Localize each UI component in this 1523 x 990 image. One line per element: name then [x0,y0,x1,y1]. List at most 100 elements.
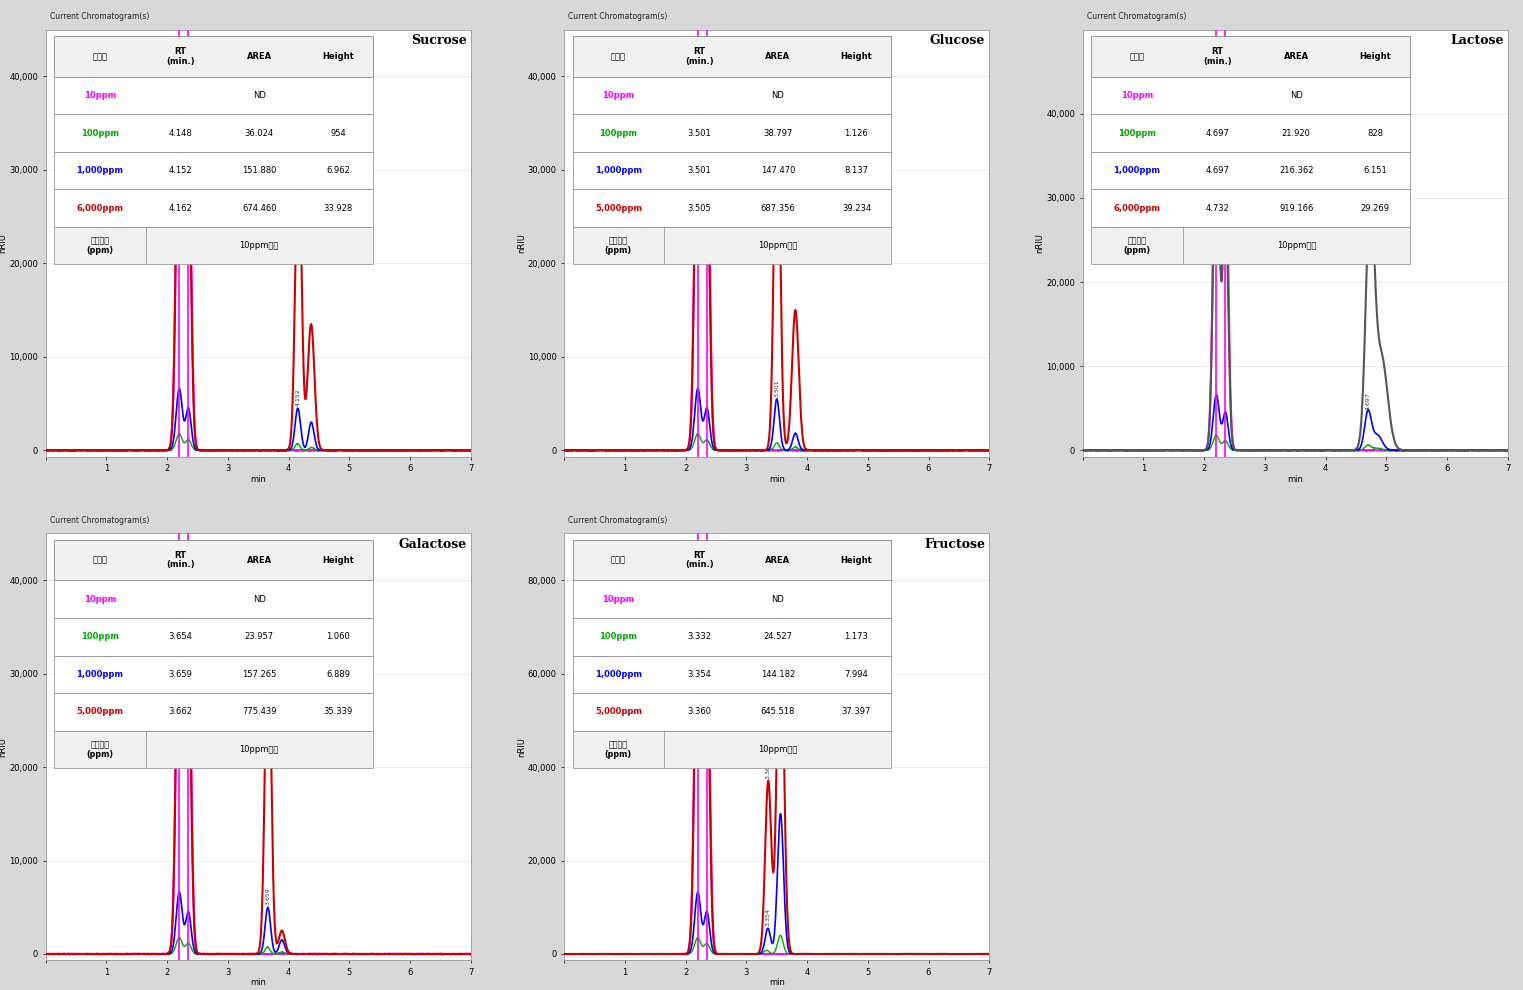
Text: 6,000ppm: 6,000ppm [76,204,123,213]
Text: AREA: AREA [247,51,271,60]
Text: 3.662: 3.662 [265,607,271,625]
Text: 6.151: 6.151 [1363,166,1387,175]
X-axis label: min: min [769,978,784,987]
Bar [55,151,373,189]
Text: 4.152: 4.152 [169,166,192,175]
Text: 검출한계
(ppm): 검출한계 (ppm) [605,741,632,758]
Text: 151.880: 151.880 [242,166,277,175]
Text: 144.182: 144.182 [760,670,795,679]
Text: Current Chromatogram(s): Current Chromatogram(s) [50,516,149,525]
Text: 21.920: 21.920 [1282,129,1311,138]
Text: 35.339: 35.339 [323,708,352,717]
Text: 검출한계
(ppm): 검출한계 (ppm) [605,237,632,255]
Text: 7.994: 7.994 [845,670,868,679]
Text: 3.354: 3.354 [766,908,771,927]
Text: 10ppm: 10ppm [602,91,635,100]
Text: 3.360: 3.360 [766,761,771,779]
Text: Height: Height [321,51,353,60]
Text: Galactose: Galactose [398,538,466,550]
Text: 24.527: 24.527 [763,633,792,642]
Text: 1.126: 1.126 [845,129,868,138]
Text: 33.928: 33.928 [323,204,352,213]
Bar [55,189,373,227]
Text: AREA: AREA [765,51,790,60]
Text: Current Chromatogram(s): Current Chromatogram(s) [1087,12,1186,21]
Text: Height: Height [1359,51,1390,60]
Bar [1092,151,1410,189]
Text: Current Chromatogram(s): Current Chromatogram(s) [568,12,669,21]
Text: 6,000ppm: 6,000ppm [1113,204,1161,213]
Bar [573,76,891,114]
Text: Height: Height [841,555,873,564]
Text: 100ppm: 100ppm [1118,129,1156,138]
Text: 3.505: 3.505 [775,66,780,84]
Text: 검출한계
(ppm): 검출한계 (ppm) [87,237,113,255]
Text: 147.470: 147.470 [760,166,795,175]
Text: 216.362: 216.362 [1279,166,1313,175]
X-axis label: min: min [250,474,267,483]
Bar [55,76,373,114]
Text: 687.356: 687.356 [760,204,795,213]
Y-axis label: nRIU: nRIU [0,737,8,756]
Text: 645.518: 645.518 [760,708,795,717]
Text: 4.162: 4.162 [295,122,302,140]
X-axis label: min: min [250,978,267,987]
Text: 시험구: 시험구 [611,555,626,564]
Text: 6.889: 6.889 [326,670,350,679]
Bar [1092,36,1410,76]
Bar [55,114,373,151]
Text: 검출한계
(ppm): 검출한계 (ppm) [1124,237,1150,255]
Text: AREA: AREA [765,555,790,564]
Text: 29.269: 29.269 [1360,204,1389,213]
Text: 157.265: 157.265 [242,670,277,679]
Text: 시험구: 시험구 [93,555,108,564]
X-axis label: min: min [769,474,784,483]
Bar [573,655,891,693]
Bar [55,227,373,264]
Text: ND: ND [771,595,784,604]
Text: Height: Height [841,51,873,60]
Text: 3.501: 3.501 [687,166,711,175]
Text: 10ppm: 10ppm [84,595,116,604]
Text: Current Chromatogram(s): Current Chromatogram(s) [568,516,669,525]
Text: 1,000ppm: 1,000ppm [76,166,123,175]
X-axis label: min: min [1287,474,1304,483]
Y-axis label: nRIU: nRIU [1036,234,1045,253]
Text: 시험구: 시험구 [1130,51,1144,60]
Text: 3.662: 3.662 [169,708,192,717]
Text: Current Chromatogram(s): Current Chromatogram(s) [50,12,149,21]
Bar [55,618,373,655]
Bar [573,114,891,151]
Bar [573,693,891,731]
Text: AREA: AREA [247,555,271,564]
Text: 3.659: 3.659 [169,670,192,679]
Text: 4.152: 4.152 [295,388,300,406]
Text: AREA: AREA [1284,51,1308,60]
Bar [573,227,891,264]
Text: ND: ND [1290,91,1302,100]
Text: ND: ND [253,91,265,100]
Text: 시험구: 시험구 [611,51,626,60]
Text: 3.354: 3.354 [687,670,711,679]
Text: 3.360: 3.360 [687,708,711,717]
Text: 10ppm: 10ppm [602,595,635,604]
Text: 10ppm이상: 10ppm이상 [239,242,279,250]
Text: 4.162: 4.162 [169,204,192,213]
Text: 954: 954 [330,129,346,138]
Text: 6.962: 6.962 [326,166,350,175]
Bar [573,618,891,655]
Text: 10ppm이상: 10ppm이상 [758,242,798,250]
Text: 1,000ppm: 1,000ppm [1113,166,1161,175]
Bar [573,36,891,76]
Text: 4.732: 4.732 [1368,186,1372,204]
Bar [1092,227,1410,264]
Text: 828: 828 [1368,129,1383,138]
Bar [573,189,891,227]
Text: 3.501: 3.501 [687,129,711,138]
Text: Glucose: Glucose [929,34,985,47]
Text: 4.697: 4.697 [1366,392,1371,410]
Text: 1,000ppm: 1,000ppm [595,670,641,679]
Text: 10ppm이상: 10ppm이상 [239,744,279,754]
Text: RT
(min.): RT (min.) [685,48,713,65]
Bar [573,731,891,768]
